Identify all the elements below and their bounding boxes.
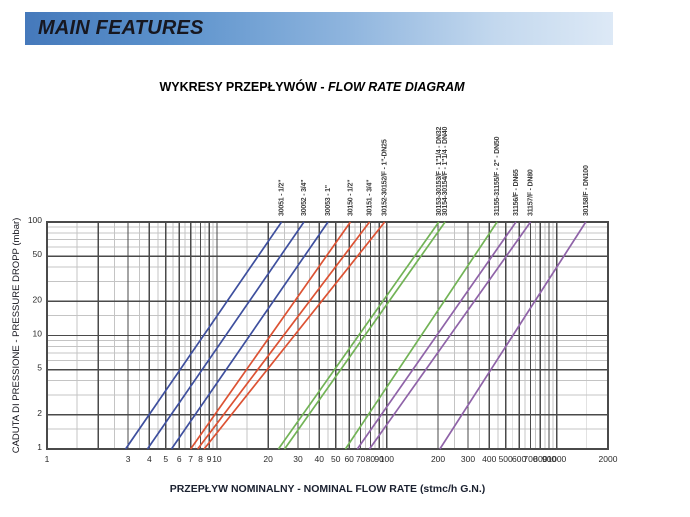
series-line <box>283 221 446 450</box>
x-tick-label: 30 <box>293 454 303 464</box>
x-tick-label: 100 <box>380 454 394 464</box>
x-tick-label: 600 <box>512 454 526 464</box>
x-tick-label: 40 <box>315 454 325 464</box>
series-line <box>196 221 371 450</box>
series-label: 30154-30154/F - 1"1/4 - DN40 <box>442 127 449 216</box>
series-line <box>124 221 283 450</box>
series-label: 30053 - 1" <box>325 185 332 216</box>
series-label: 30152-30152/F - 1"-DN25 <box>382 139 389 216</box>
x-tick-label: 300 <box>461 454 475 464</box>
series-line <box>356 221 517 450</box>
x-tick-label: 50 <box>331 454 341 464</box>
x-tick-label: 60 <box>344 454 354 464</box>
x-tick-label: 2000 <box>599 454 618 464</box>
x-tick-label: 7 <box>188 454 193 464</box>
x-axis-title: PRZEPŁYW NOMINALNY - NOMINAL FLOW RATE (… <box>170 483 486 495</box>
x-tick-label: 700 <box>523 454 537 464</box>
x-tick-label: 10 <box>212 454 222 464</box>
series-label: 30052 - 3/4" <box>301 180 308 216</box>
series-label: 30151 - 3/4" <box>366 180 373 216</box>
x-tick-label: 70 <box>356 454 366 464</box>
y-tick-label: 100 <box>28 215 42 225</box>
series-line <box>203 221 386 450</box>
x-tick-label: 1000 <box>547 454 566 464</box>
x-tick-label: 4 <box>147 454 152 464</box>
y-tick-label: 10 <box>33 329 43 339</box>
series-line <box>189 221 352 450</box>
y-axis-title: CADUTA DI PRESSIONE - PRESSURE DROPP (mb… <box>11 218 22 454</box>
diagram-title: WYKRESY PRZEPŁYWÓW - FLOW RATE DIAGRAM <box>0 80 624 94</box>
x-tick-label: 400 <box>482 454 496 464</box>
y-tick-label: 50 <box>33 249 43 259</box>
y-tick-label: 2 <box>37 408 42 418</box>
series-label: 30150 - 1/2" <box>347 180 354 216</box>
series-line <box>439 221 587 450</box>
main-features-header: MAIN FEATURES <box>25 12 613 45</box>
series-line <box>344 221 498 450</box>
x-tick-label: 90 <box>374 454 384 464</box>
series-label: 30153-30153/F - 1"1/4 - DN32 <box>436 127 443 216</box>
x-tick-label: 6 <box>177 454 182 464</box>
x-tick-label: 1 <box>45 454 50 464</box>
series-label: 31156/F - DN65 <box>513 169 520 216</box>
x-tick-label: 80 <box>366 454 376 464</box>
x-tick-label: 20 <box>263 454 273 464</box>
x-tick-label: 3 <box>126 454 131 464</box>
y-tick-label: 1 <box>37 442 42 452</box>
series-line <box>277 221 440 450</box>
series-label: 31157/F - DN80 <box>528 169 535 216</box>
series-label: 30158/F - DN100 <box>583 165 590 216</box>
x-tick-label: 200 <box>431 454 445 464</box>
series-label: 30051 - 1/2" <box>279 180 286 216</box>
series-label: 31155-31155/F - 2" - DN50 <box>494 136 501 216</box>
x-tick-label: 500 <box>499 454 513 464</box>
header-title: MAIN FEATURES <box>38 17 204 39</box>
x-tick-label: 9 <box>207 454 212 464</box>
x-tick-label: 5 <box>163 454 168 464</box>
x-tick-label: 800 <box>533 454 547 464</box>
series-line <box>368 221 532 450</box>
x-tick-label: 900 <box>542 454 556 464</box>
diagram-title-en: FLOW RATE DIAGRAM <box>327 80 465 94</box>
y-tick-label: 5 <box>37 363 42 373</box>
series-line <box>146 221 305 450</box>
series-line <box>170 221 329 450</box>
diagram-title-pl: WYKRESY PRZEPŁYWÓW - <box>159 80 328 94</box>
x-tick-label: 8 <box>198 454 203 464</box>
y-tick-label: 20 <box>33 294 43 304</box>
